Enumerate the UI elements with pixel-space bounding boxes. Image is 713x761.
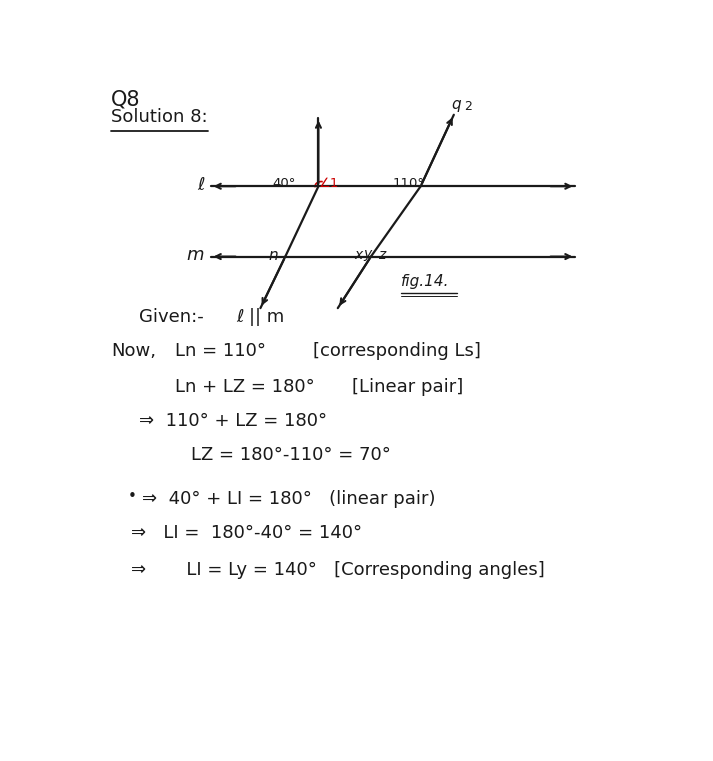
Text: 110°: 110° — [393, 177, 425, 189]
Text: ∠1: ∠1 — [319, 177, 339, 190]
Text: Ln = 110°: Ln = 110° — [175, 342, 266, 360]
Text: LZ = 180°-110° = 70°: LZ = 180°-110° = 70° — [191, 447, 391, 464]
Text: || m: || m — [250, 308, 284, 326]
Text: $q$: $q$ — [451, 97, 462, 113]
Text: [corresponding Ls]: [corresponding Ls] — [313, 342, 481, 360]
Text: ⇒       LI = Ly = 140°   [Corresponding angles]: ⇒ LI = Ly = 140° [Corresponding angles] — [130, 561, 544, 579]
Text: Q8: Q8 — [111, 90, 140, 110]
Text: $y$: $y$ — [363, 248, 374, 263]
Text: Now,: Now, — [111, 342, 156, 360]
Text: 40°: 40° — [272, 177, 296, 190]
Text: $z$: $z$ — [378, 248, 388, 263]
Text: $\ell$: $\ell$ — [235, 308, 244, 326]
Text: 2: 2 — [464, 100, 472, 113]
Text: ⇒  40° + LI = 180°   (linear pair): ⇒ 40° + LI = 180° (linear pair) — [142, 490, 435, 508]
Text: $n$: $n$ — [267, 248, 278, 263]
Text: ⇒  110° + LZ = 180°: ⇒ 110° + LZ = 180° — [139, 412, 327, 431]
Text: $x$: $x$ — [354, 248, 365, 263]
Text: [Linear pair]: [Linear pair] — [352, 378, 463, 396]
Text: •: • — [128, 489, 137, 505]
Text: $m$: $m$ — [186, 247, 204, 264]
Text: Ln + LZ = 180°: Ln + LZ = 180° — [175, 378, 314, 396]
Text: $\ell$: $\ell$ — [197, 176, 205, 194]
Text: fig.14.: fig.14. — [401, 274, 450, 289]
Text: ⇒   LI =  180°-40° = 140°: ⇒ LI = 180°-40° = 140° — [130, 524, 361, 543]
Text: Given:-: Given:- — [139, 308, 227, 326]
Text: Solution 8:: Solution 8: — [111, 108, 208, 126]
